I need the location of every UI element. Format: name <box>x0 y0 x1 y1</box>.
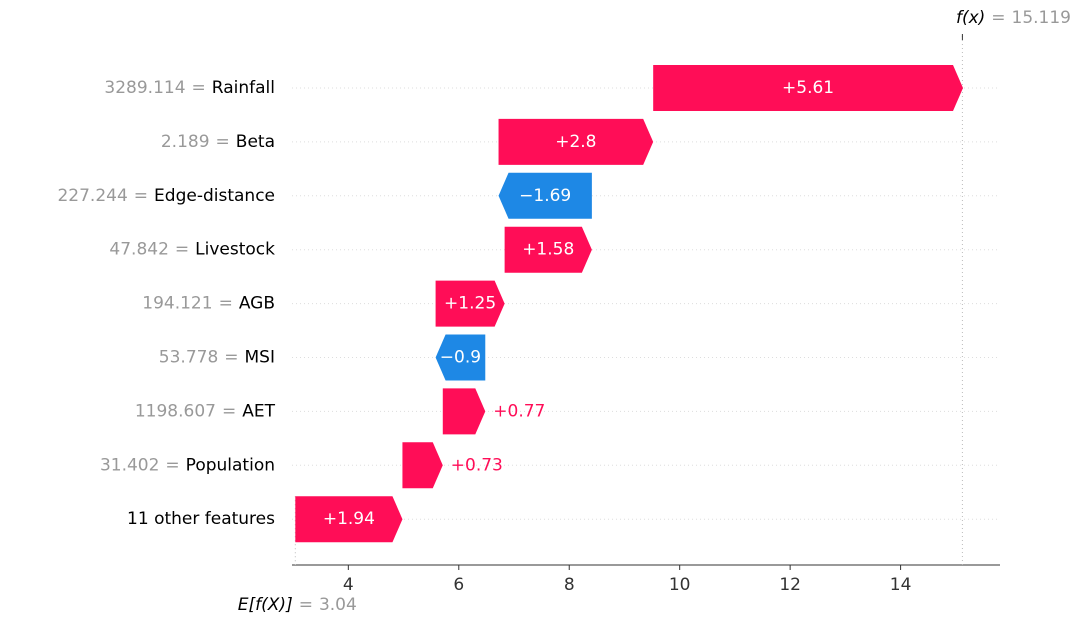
bar <box>498 172 592 219</box>
separator: = <box>222 401 236 421</box>
y-tick-label: 31.402 = Population <box>100 455 275 475</box>
bar <box>402 442 443 489</box>
bar-label: +1.25 <box>444 294 496 314</box>
output-value: 15.119 <box>1012 8 1071 28</box>
separator: = <box>224 348 238 368</box>
separator: = <box>991 8 1005 28</box>
bar-label: −0.9 <box>440 348 481 368</box>
y-tick-label: 2.189 = Beta <box>161 132 275 152</box>
feature-value: 31.402 <box>100 455 159 475</box>
x-tick-label: 6 <box>453 575 464 595</box>
bar-label: +1.94 <box>323 509 375 529</box>
bar-label: +5.61 <box>782 78 834 98</box>
bar-label: +1.58 <box>522 240 574 260</box>
y-tick-label: 53.778 = MSI <box>159 348 275 368</box>
separator: = <box>299 595 313 615</box>
y-tick-label: 194.121 = AGB <box>142 294 275 314</box>
bar <box>498 118 654 165</box>
separator: = <box>165 455 179 475</box>
separator: = <box>219 294 233 314</box>
bar-label: +0.77 <box>493 401 545 421</box>
separator: = <box>216 132 230 152</box>
feature-value: 227.244 <box>57 186 127 206</box>
x-tick-label: 8 <box>564 575 575 595</box>
y-tick-label: 1198.607 = AET <box>135 401 276 421</box>
y-tick-label: 227.244 = Edge-distance <box>57 186 275 206</box>
base-value: 3.04 <box>319 595 357 615</box>
bar <box>435 280 505 327</box>
feature-name: Population <box>186 455 275 475</box>
x-tick-label: 4 <box>343 575 354 595</box>
x-tick-label: 10 <box>669 575 691 595</box>
bar <box>442 388 486 435</box>
feature-name: 11 other features <box>127 509 275 529</box>
output-name: f(x) <box>956 8 985 28</box>
feature-name: AET <box>242 401 275 421</box>
bar-label: +0.73 <box>451 455 503 475</box>
feature-name: Beta <box>236 132 275 152</box>
output-label: f(x) = 15.119 <box>956 8 1071 28</box>
x-tick-label: 12 <box>779 575 801 595</box>
feature-name: AGB <box>239 294 275 314</box>
bar-label: +2.8 <box>555 132 596 152</box>
bar <box>504 226 592 273</box>
separator: = <box>192 78 206 98</box>
feature-name: Livestock <box>195 240 275 260</box>
feature-value: 53.778 <box>159 348 218 368</box>
feature-name: Edge-distance <box>154 186 275 206</box>
feature-value: 3289.114 <box>104 78 185 98</box>
feature-value: 47.842 <box>109 240 168 260</box>
separator: = <box>175 240 189 260</box>
feature-name: Rainfall <box>212 78 275 98</box>
bar <box>435 334 486 381</box>
y-tick-label: 11 other features <box>127 509 275 529</box>
y-tick-label: 47.842 = Livestock <box>109 240 275 260</box>
feature-value: 1198.607 <box>135 401 216 421</box>
feature-value: 2.189 <box>161 132 210 152</box>
y-tick-label: 3289.114 = Rainfall <box>104 78 275 98</box>
separator: = <box>134 186 148 206</box>
feature-name: MSI <box>245 348 275 368</box>
x-tick-label: 14 <box>890 575 912 595</box>
bar-label: −1.69 <box>519 186 571 206</box>
bar <box>653 65 963 111</box>
feature-value: 194.121 <box>142 294 212 314</box>
bar <box>295 496 403 543</box>
base-label: E[f(X)] = 3.04 <box>238 595 357 615</box>
base-name: E[f(X)] <box>238 595 293 615</box>
